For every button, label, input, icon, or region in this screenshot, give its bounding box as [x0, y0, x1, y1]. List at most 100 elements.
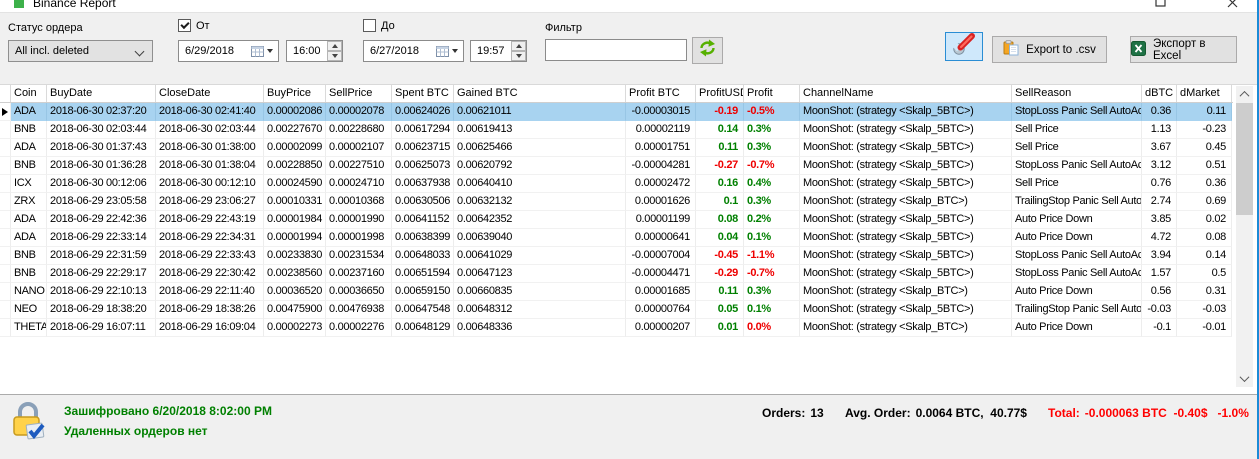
cell-coin: THETA	[11, 319, 47, 337]
refresh-button[interactable]	[692, 37, 723, 64]
column-header-spent_btc[interactable]: Spent BTC	[392, 85, 454, 102]
from-date-picker[interactable]: 6/29/2018	[178, 40, 279, 62]
export-csv-button[interactable]: Export to .csv	[992, 36, 1107, 63]
spinner-down-button[interactable]	[511, 51, 526, 61]
spinner-down-button[interactable]	[327, 51, 342, 61]
table-row[interactable]: ZRX 2018-06-29 23:05:58 2018-06-29 23:06:2…	[0, 193, 1233, 211]
cell-buy_date: 2018-06-29 16:07:11	[47, 319, 156, 337]
cell-gained_btc: 0.00648336	[454, 319, 626, 337]
column-header-channel[interactable]: ChannelName	[800, 85, 1012, 102]
column-header-buy_date[interactable]: BuyDate	[47, 85, 156, 102]
cell-coin: BNB	[11, 247, 47, 265]
table-row[interactable]: ADA 2018-06-30 01:37:43 2018-06-30 01:38:0…	[0, 139, 1233, 157]
row-marker-cell	[0, 103, 11, 121]
cell-coin: BNB	[11, 265, 47, 283]
cell-spent_btc: 0.00647548	[392, 301, 454, 319]
cell-coin: ADA	[11, 229, 47, 247]
from-time-spinner[interactable]: 16:00	[286, 40, 343, 62]
scroll-up-button[interactable]	[1236, 86, 1253, 103]
cell-profit_pct: -0.7%	[744, 265, 800, 283]
cell-d_btc: -0.1	[1142, 319, 1177, 337]
table-row[interactable]: ICX 2018-06-30 00:12:06 2018-06-30 00:12:1…	[0, 175, 1233, 193]
cell-close_date: 2018-06-30 02:03:44	[156, 121, 264, 139]
spinner-up-button[interactable]	[327, 41, 342, 51]
vertical-scrollbar[interactable]	[1236, 86, 1253, 387]
column-header-profit_usd[interactable]: ProfitUSD	[696, 85, 744, 102]
cell-profit_pct: -0.7%	[744, 157, 800, 175]
cell-profit_pct: -0.5%	[744, 103, 800, 121]
table-row[interactable]: NEO 2018-06-29 18:38:20 2018-06-29 18:38:2…	[0, 301, 1233, 319]
column-header-buy_price[interactable]: BuyPrice	[264, 85, 326, 102]
cell-close_date: 2018-06-30 00:12:10	[156, 175, 264, 193]
column-header-sell_price[interactable]: SellPrice	[326, 85, 392, 102]
cell-profit_btc: -0.00004471	[626, 265, 696, 283]
to-time-spinner[interactable]: 19:57	[470, 40, 527, 62]
column-header-d_btc[interactable]: dBTC	[1142, 85, 1177, 102]
scrollbar-thumb[interactable]	[1236, 103, 1253, 215]
cell-profit_btc: -0.00007004	[626, 247, 696, 265]
cell-channel: MoonShot: (strategy <Skalp_5BTC>)	[800, 139, 1012, 157]
cell-channel: MoonShot: (strategy <Skalp_5BTC>)	[800, 103, 1012, 121]
dropdown-arrow-icon	[452, 49, 458, 53]
filter-input[interactable]	[545, 39, 687, 61]
order-status-value: All incl. deleted	[15, 45, 89, 57]
cell-close_date: 2018-06-30 01:38:04	[156, 157, 264, 175]
maximize-button[interactable]	[1155, 0, 1166, 12]
column-header-d_market[interactable]: dMarket	[1177, 85, 1232, 102]
cell-buy_price: 0.00233830	[264, 247, 326, 265]
cell-buy_date: 2018-06-29 23:05:58	[47, 193, 156, 211]
cell-d_btc: 1.57	[1142, 265, 1177, 283]
cell-profit_btc: 0.00002119	[626, 121, 696, 139]
cell-profit_pct: 0.1%	[744, 229, 800, 247]
cell-buy_price: 0.00228850	[264, 157, 326, 175]
chevron-down-icon	[134, 46, 145, 57]
to-checkbox[interactable]	[363, 19, 376, 32]
column-header-profit_btc[interactable]: Profit BTC	[626, 85, 696, 102]
cell-profit_pct: -1.1%	[744, 247, 800, 265]
to-date-value: 6/27/2018	[370, 45, 419, 57]
cell-profit_pct: 0.3%	[744, 193, 800, 211]
orders-value: 13	[810, 406, 824, 420]
table-row[interactable]: ADA 2018-06-29 22:42:36 2018-06-29 22:43:1…	[0, 211, 1233, 229]
column-header-close_date[interactable]: CloseDate	[156, 85, 264, 102]
row-marker-cell	[0, 175, 11, 193]
table-row[interactable]: BNB 2018-06-29 22:31:59 2018-06-29 22:33:4…	[0, 247, 1233, 265]
table-row[interactable]: ADA 2018-06-29 22:33:14 2018-06-29 22:34:3…	[0, 229, 1233, 247]
cell-profit_usd: 0.16	[696, 175, 744, 193]
to-date-picker[interactable]: 6/27/2018	[363, 40, 464, 62]
cell-d_btc: 2.74	[1142, 193, 1177, 211]
order-status-dropdown[interactable]: All incl. deleted	[8, 40, 153, 62]
column-header-sell_reason[interactable]: SellReason	[1012, 85, 1142, 102]
scroll-down-button[interactable]	[1236, 370, 1253, 387]
from-checkbox[interactable]	[178, 19, 191, 32]
lock-icon	[11, 400, 47, 447]
row-marker-cell	[0, 319, 11, 337]
cell-profit_pct: 0.3%	[744, 283, 800, 301]
table-row[interactable]: THETA 2018-06-29 16:07:11 2018-06-29 16:09…	[0, 319, 1233, 337]
to-time-value: 19:57	[477, 45, 505, 57]
table-row[interactable]: BNB 2018-06-30 02:03:44 2018-06-30 02:03:4…	[0, 121, 1233, 139]
export-excel-button[interactable]: Экспорт в Excel	[1130, 36, 1237, 63]
table-row[interactable]: BNB 2018-06-30 01:36:28 2018-06-30 01:38:0…	[0, 157, 1233, 175]
cell-d_market: 0.31	[1177, 283, 1232, 301]
table-row[interactable]: ADA 2018-06-30 02:37:20 2018-06-30 02:41:4…	[0, 103, 1233, 121]
cell-close_date: 2018-06-30 01:38:00	[156, 139, 264, 157]
cell-gained_btc: 0.00620792	[454, 157, 626, 175]
table-row[interactable]: BNB 2018-06-29 22:29:17 2018-06-29 22:30:4…	[0, 265, 1233, 283]
close-button[interactable]	[1227, 0, 1238, 12]
column-header-gained_btc[interactable]: Gained BTC	[454, 85, 626, 102]
to-time-spin-buttons	[511, 41, 526, 61]
column-header-coin[interactable]: Coin	[11, 85, 47, 102]
settings-button[interactable]	[945, 32, 983, 61]
cell-gained_btc: 0.00619413	[454, 121, 626, 139]
refresh-icon	[698, 39, 717, 62]
column-header-profit_pct[interactable]: Profit	[744, 85, 800, 102]
cell-channel: MoonShot: (strategy <Skalp_5BTC>)	[800, 229, 1012, 247]
chevron-down-icon	[1239, 372, 1250, 383]
cell-channel: MoonShot: (strategy <Skalp_BTC>)	[800, 283, 1012, 301]
cell-spent_btc: 0.00637938	[392, 175, 454, 193]
cell-spent_btc: 0.00648033	[392, 247, 454, 265]
table-row[interactable]: NANO 2018-06-29 22:10:13 2018-06-29 22:11:…	[0, 283, 1233, 301]
row-marker-cell	[0, 301, 11, 319]
spinner-up-button[interactable]	[511, 41, 526, 51]
